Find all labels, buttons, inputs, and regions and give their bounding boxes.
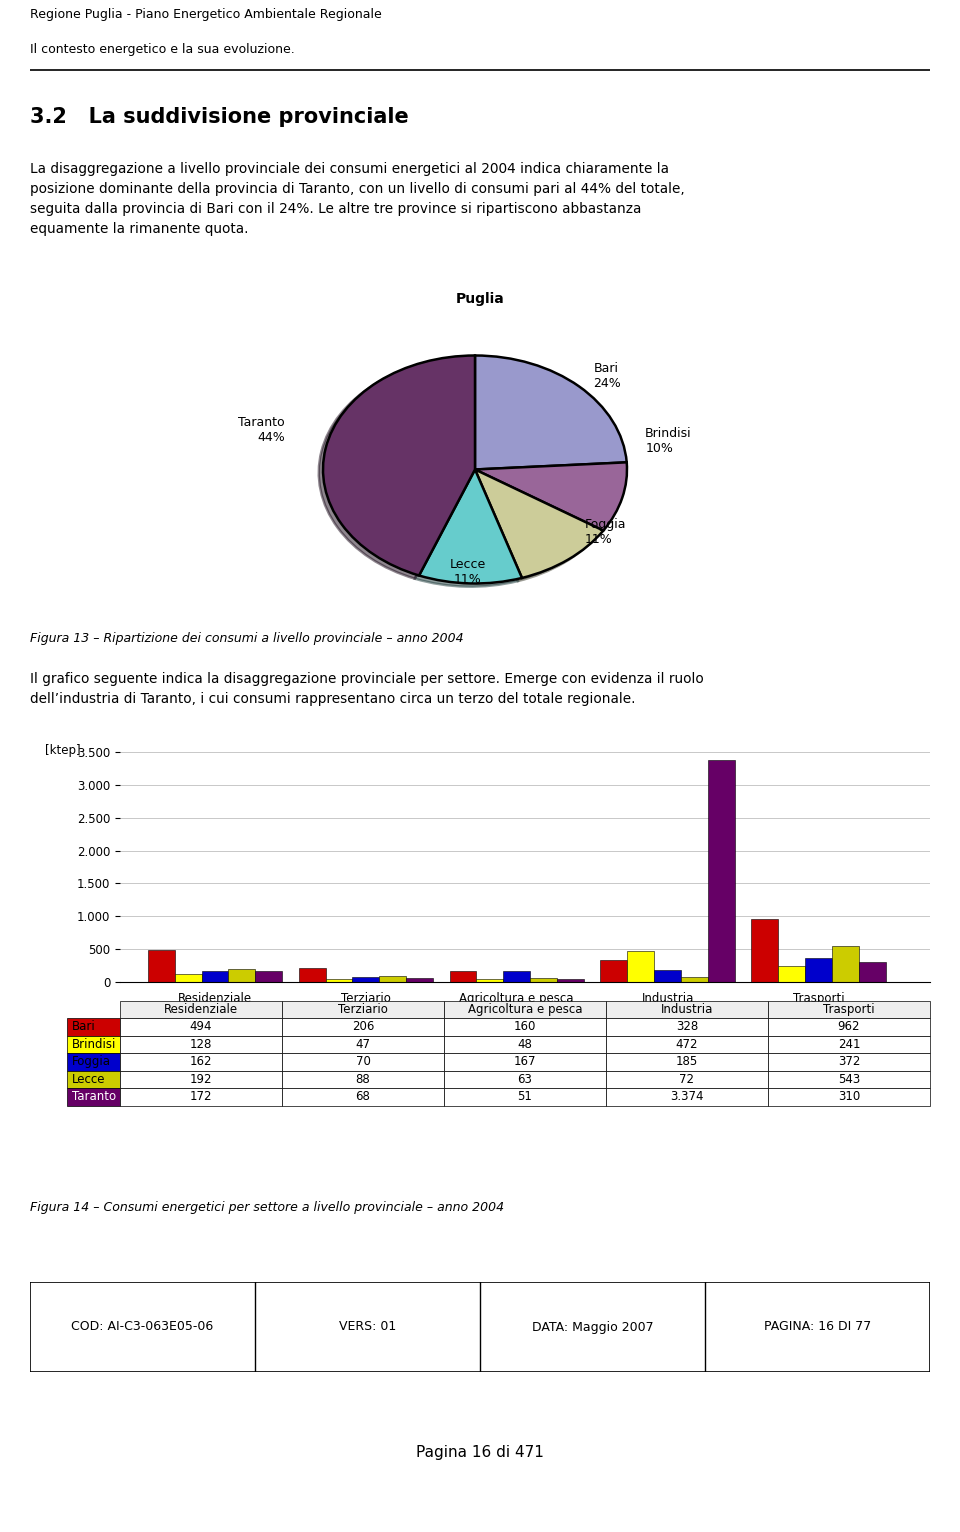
Bar [379, 976, 406, 982]
Bar [600, 961, 627, 982]
Text: Regione Puglia - Piano Energetico Ambientale Regionale: Regione Puglia - Piano Energetico Ambien… [30, 8, 382, 21]
Bar [175, 974, 202, 982]
Text: Figura 14 – Consumi energetici per settore a livello provinciale – anno 2004: Figura 14 – Consumi energetici per setto… [30, 1201, 504, 1215]
Bar [708, 760, 734, 982]
Text: Il grafico seguente indica la disaggregazione provinciale per settore. Emerge co: Il grafico seguente indica la disaggrega… [30, 673, 704, 706]
Bar [681, 977, 708, 982]
Text: DATA: Maggio 2007: DATA: Maggio 2007 [532, 1321, 654, 1333]
Bar [228, 970, 255, 982]
Bar [255, 971, 282, 982]
Wedge shape [475, 463, 627, 530]
Bar [530, 977, 557, 982]
Text: Brindisi
10%: Brindisi 10% [645, 427, 692, 455]
Text: Bari
24%: Bari 24% [593, 362, 621, 391]
Text: Il contesto energetico e la sua evoluzione.: Il contesto energetico e la sua evoluzio… [30, 43, 295, 57]
Bar [805, 958, 832, 982]
Y-axis label: [ktep]: [ktep] [45, 743, 81, 757]
Wedge shape [475, 469, 603, 578]
Bar [325, 979, 352, 982]
Text: 3.2   La suddivisione provinciale: 3.2 La suddivisione provinciale [30, 107, 409, 127]
Text: Puglia: Puglia [456, 293, 504, 306]
Wedge shape [475, 355, 627, 469]
Bar [654, 970, 681, 982]
Wedge shape [420, 469, 522, 584]
Bar [858, 962, 885, 982]
Text: Figura 13 – Ripartizione dei consumi a livello provinciale – anno 2004: Figura 13 – Ripartizione dei consumi a l… [30, 631, 464, 645]
Bar [752, 919, 779, 982]
Text: PAGINA: 16 DI 77: PAGINA: 16 DI 77 [764, 1321, 871, 1333]
Bar [779, 967, 805, 982]
Bar [832, 947, 858, 982]
Bar [202, 971, 228, 982]
Bar [352, 977, 379, 982]
Bar [299, 968, 325, 982]
Bar [406, 977, 433, 982]
Bar [148, 950, 175, 982]
Bar [476, 979, 503, 982]
Bar [627, 951, 654, 982]
Text: Foggia
11%: Foggia 11% [585, 518, 626, 547]
Bar [557, 979, 584, 982]
Bar [449, 971, 476, 982]
Text: COD: AI-C3-063E05-06: COD: AI-C3-063E05-06 [71, 1321, 214, 1333]
Text: Taranto
44%: Taranto 44% [238, 415, 285, 444]
Bar [503, 971, 530, 982]
Wedge shape [323, 355, 475, 576]
Text: Pagina 16 di 471: Pagina 16 di 471 [416, 1445, 544, 1460]
Text: Lecce
11%: Lecce 11% [449, 558, 486, 587]
Text: La disaggregazione a livello provinciale dei consumi energetici al 2004 indica c: La disaggregazione a livello provinciale… [30, 162, 684, 236]
Text: VERS: 01: VERS: 01 [339, 1321, 396, 1333]
